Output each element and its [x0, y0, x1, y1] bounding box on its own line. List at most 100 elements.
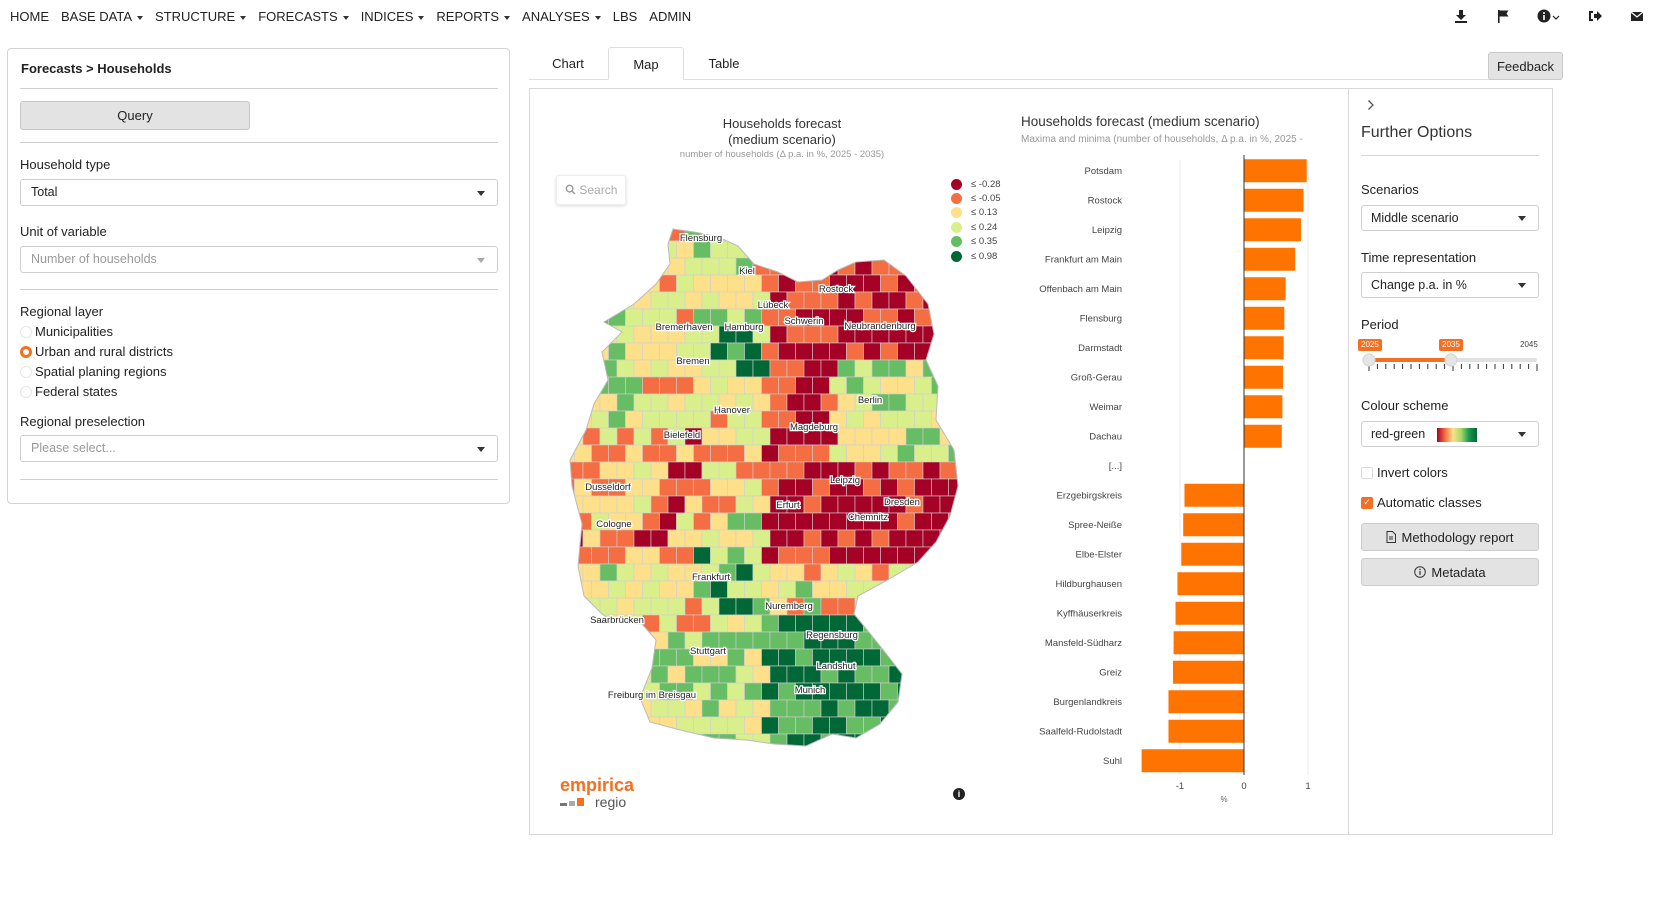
district-region: [616, 665, 635, 684]
tab-chart[interactable]: Chart: [539, 47, 597, 80]
district-region: [643, 751, 660, 760]
download-icon[interactable]: [1453, 8, 1469, 24]
map-search-input[interactable]: Search: [556, 175, 626, 205]
invert-colors-checkbox[interactable]: Invert colors: [1361, 465, 1448, 480]
district-region: [922, 257, 941, 276]
period-slider[interactable]: [1361, 352, 1541, 372]
radio-button[interactable]: [20, 385, 32, 398]
bar: [1244, 365, 1284, 389]
unit-select[interactable]: Number of households: [20, 246, 498, 273]
district-region: [786, 631, 805, 650]
district-region: [922, 597, 941, 616]
feedback-button[interactable]: Feedback: [1488, 52, 1563, 80]
nav-admin[interactable]: ADMIN: [649, 9, 691, 24]
district-region: [727, 580, 745, 599]
nav-indices[interactable]: INDICES: [361, 9, 425, 24]
district-region: [735, 427, 754, 446]
district-region: [718, 597, 737, 616]
district-region: [854, 597, 873, 616]
nav-structure[interactable]: STRUCTURE: [155, 9, 247, 24]
district-region: [880, 682, 898, 701]
district-region: [837, 495, 856, 514]
flag-icon[interactable]: [1495, 8, 1511, 24]
nav-reports[interactable]: REPORTS: [436, 9, 511, 24]
info-circle-icon[interactable]: [1537, 8, 1561, 24]
radio-button[interactable]: [20, 345, 32, 358]
chevron-right-icon[interactable]: [1367, 98, 1375, 114]
district-region: [888, 427, 907, 446]
nav-lbs[interactable]: LBS: [613, 9, 638, 24]
district-region: [931, 478, 949, 497]
district-region: [684, 597, 703, 616]
check-icon[interactable]: ✓: [1361, 496, 1373, 509]
district-region: [570, 393, 584, 412]
query-button[interactable]: Query: [20, 101, 250, 130]
logo-squares-icon: [560, 798, 584, 806]
district-region: [735, 631, 754, 650]
tab-table[interactable]: Table: [694, 47, 754, 80]
district-region: [701, 427, 720, 446]
nav-forecasts[interactable]: FORECASTS: [258, 9, 349, 24]
bar-category-label: Flensburg: [1080, 313, 1122, 324]
district-region: [599, 229, 618, 242]
checkbox-box[interactable]: [1361, 466, 1373, 479]
radio-municipalities[interactable]: Municipalities: [20, 324, 113, 339]
city-label: Chemnitz: [848, 512, 888, 523]
city-label: Bremerhaven: [655, 322, 712, 333]
district-region: [846, 682, 864, 701]
district-region: [727, 512, 745, 531]
colour-scheme-select[interactable]: red-green: [1361, 421, 1539, 447]
nav-label: LBS: [612, 9, 638, 24]
district-region: [931, 580, 949, 599]
district-region: [591, 648, 609, 667]
tab-map[interactable]: Map: [608, 47, 684, 80]
district-region: [778, 342, 796, 361]
time-representation-select[interactable]: Change p.a. in %: [1361, 272, 1539, 298]
info-icon[interactable]: i: [953, 788, 965, 800]
x-tick-label: 1: [1305, 781, 1310, 792]
district-region: [922, 495, 941, 514]
nav-home[interactable]: HOME: [10, 9, 49, 24]
automatic-classes-checkbox[interactable]: ✓ Automatic classes: [1361, 495, 1482, 510]
district-region: [582, 631, 601, 650]
district-region: [570, 229, 584, 242]
methodology-report-button[interactable]: Methodology report: [1361, 523, 1539, 551]
district-region: [676, 512, 694, 531]
metadata-button[interactable]: Metadata: [1361, 558, 1539, 586]
district-region: [881, 751, 898, 760]
divider: [20, 289, 498, 290]
district-region: [778, 240, 796, 259]
envelope-icon[interactable]: [1629, 8, 1645, 24]
district-region: [582, 291, 601, 310]
radio-spatial-planing-regions[interactable]: Spatial planing regions: [20, 364, 167, 379]
household-type-select[interactable]: Total: [20, 179, 498, 206]
radio-federal-states[interactable]: Federal states: [20, 384, 117, 399]
district-region: [820, 495, 839, 514]
legend-swatch: [951, 236, 962, 248]
logout-icon[interactable]: [1587, 8, 1603, 24]
district-region: [591, 274, 609, 293]
district-region: [582, 733, 601, 746]
radio-urban-and-rural-districts[interactable]: Urban and rural districts: [20, 344, 173, 359]
unit-label: Unit of variable: [20, 224, 107, 239]
district-region: [795, 342, 813, 361]
nav-base-data[interactable]: BASE DATA: [61, 9, 144, 24]
district-region: [574, 716, 592, 735]
district-region: [956, 495, 958, 514]
district-region: [795, 478, 813, 497]
household-type-label: Household type: [20, 157, 111, 172]
district-region: [625, 444, 643, 463]
bar-chart-title: Households forecast (medium scenario): [1021, 114, 1260, 129]
scenario-select[interactable]: Middle scenario: [1361, 205, 1539, 231]
regional-preselection-select[interactable]: Please select...: [20, 435, 498, 462]
nav-analyses[interactable]: ANALYSES: [522, 9, 601, 24]
district-region: [659, 444, 677, 463]
district-region: [650, 495, 669, 514]
district-region: [880, 376, 898, 395]
district-region: [905, 529, 924, 548]
district-region: [650, 563, 669, 582]
district-region: [684, 291, 703, 310]
radio-button[interactable]: [20, 325, 32, 338]
radio-button[interactable]: [20, 365, 32, 378]
germany-choropleth-map[interactable]: Flensburg Kiel Lübeck Rostock Bremerhaven Ham…: [566, 224, 961, 760]
